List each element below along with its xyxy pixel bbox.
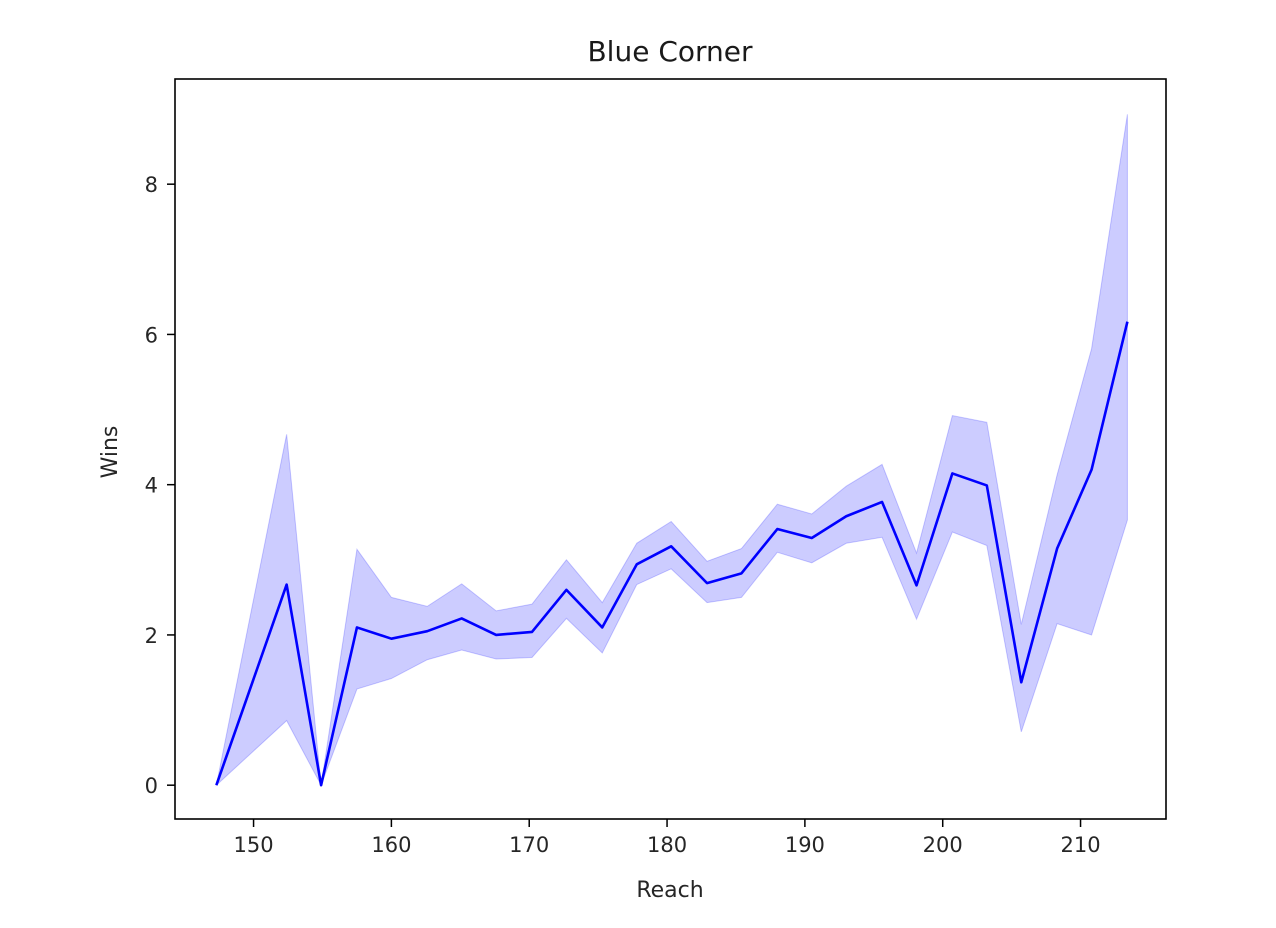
y-axis-label: Wins	[98, 426, 123, 479]
x-tick-label: 160	[371, 833, 411, 857]
plot-area	[215, 114, 1129, 787]
y-tick-label: 6	[145, 323, 158, 347]
x-axis-label: Reach	[636, 878, 703, 903]
x-tick-label: 210	[1060, 833, 1100, 857]
x-tick-label: 190	[785, 833, 825, 857]
x-tick-label: 170	[509, 833, 549, 857]
x-tick-label: 150	[234, 833, 274, 857]
y-axis: 0 2 4 6 8	[145, 173, 175, 798]
x-tick-label: 180	[647, 833, 687, 857]
chart-title: Blue Corner	[587, 35, 753, 68]
x-axis: 150 160 170 180 190 200 210	[234, 819, 1101, 857]
series-line	[215, 321, 1129, 787]
confidence-band	[215, 114, 1128, 787]
y-tick-label: 4	[145, 474, 158, 498]
y-tick-label: 0	[145, 774, 158, 798]
axes-frame	[174, 78, 1167, 820]
x-tick-label: 200	[923, 833, 963, 857]
y-tick-label: 8	[145, 173, 158, 197]
y-tick-label: 2	[145, 624, 158, 648]
